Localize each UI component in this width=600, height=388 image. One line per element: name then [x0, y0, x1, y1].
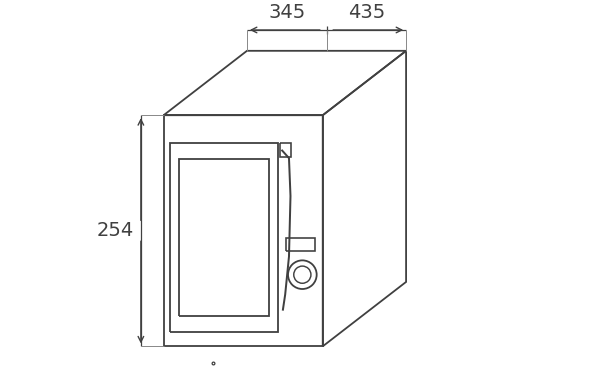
- Text: 435: 435: [347, 3, 385, 22]
- Text: 345: 345: [268, 3, 305, 22]
- Text: 254: 254: [97, 221, 134, 240]
